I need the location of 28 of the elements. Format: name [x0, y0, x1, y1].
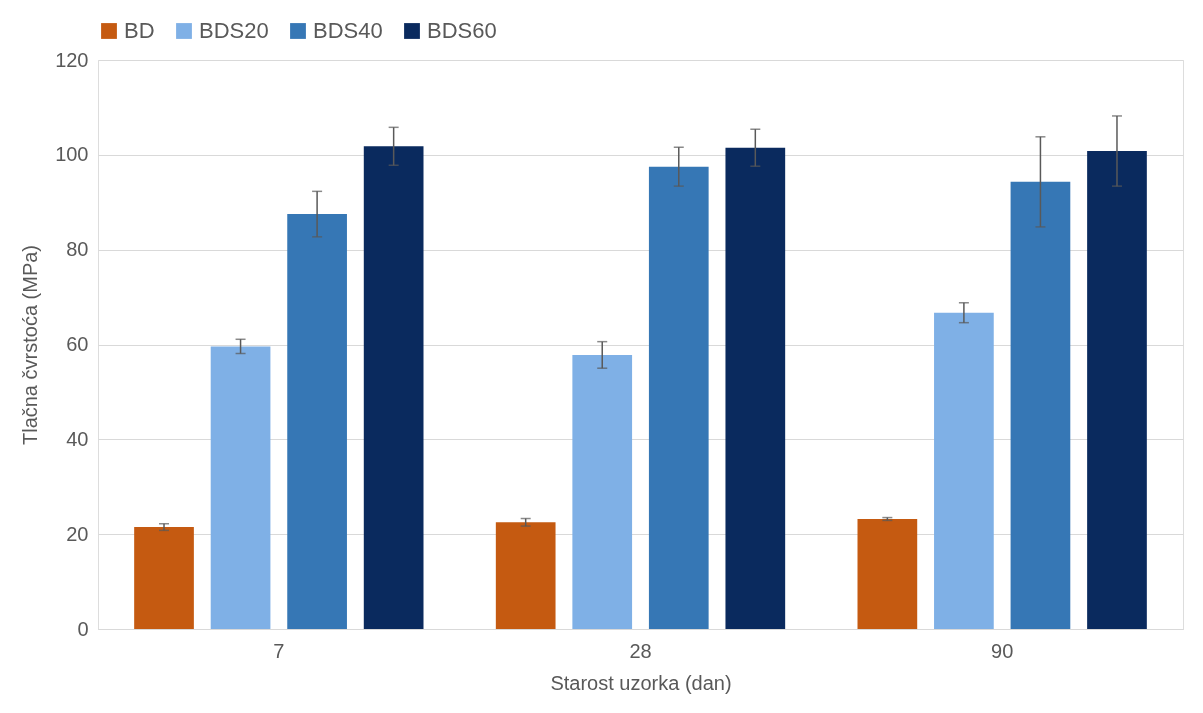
x-tick-label: 28 — [629, 639, 652, 662]
bar — [572, 354, 633, 629]
bar — [363, 146, 424, 629]
y-tick-label: 120 — [55, 48, 89, 71]
bar — [210, 346, 271, 629]
bar — [495, 522, 556, 629]
bar — [1087, 151, 1147, 629]
bar — [725, 147, 786, 629]
y-tick-label: 20 — [66, 522, 89, 545]
bar — [857, 518, 918, 629]
y-tick-label: 0 — [77, 617, 89, 640]
y-tick-label: 80 — [66, 238, 89, 261]
y-tick-label: 100 — [55, 143, 89, 166]
bar — [934, 312, 994, 629]
legend-label: BDS20 — [199, 18, 269, 43]
bar — [134, 527, 194, 629]
legend-label: BDS40 — [313, 18, 383, 43]
x-axis-title: Starost uzorka (dan) — [550, 671, 732, 694]
x-tick-label: 7 — [273, 639, 285, 662]
y-axis-title: Tlačna čvrstoća (MPa) — [19, 244, 42, 446]
legend-label: BDS60 — [427, 18, 497, 43]
y-tick-label: 60 — [66, 333, 89, 355]
bar — [648, 166, 709, 629]
bar — [1010, 181, 1071, 629]
legend-label: BD — [124, 18, 155, 43]
y-tick-label: 40 — [66, 427, 89, 450]
x-tick-label: 90 — [991, 639, 1014, 662]
bar — [287, 214, 347, 629]
